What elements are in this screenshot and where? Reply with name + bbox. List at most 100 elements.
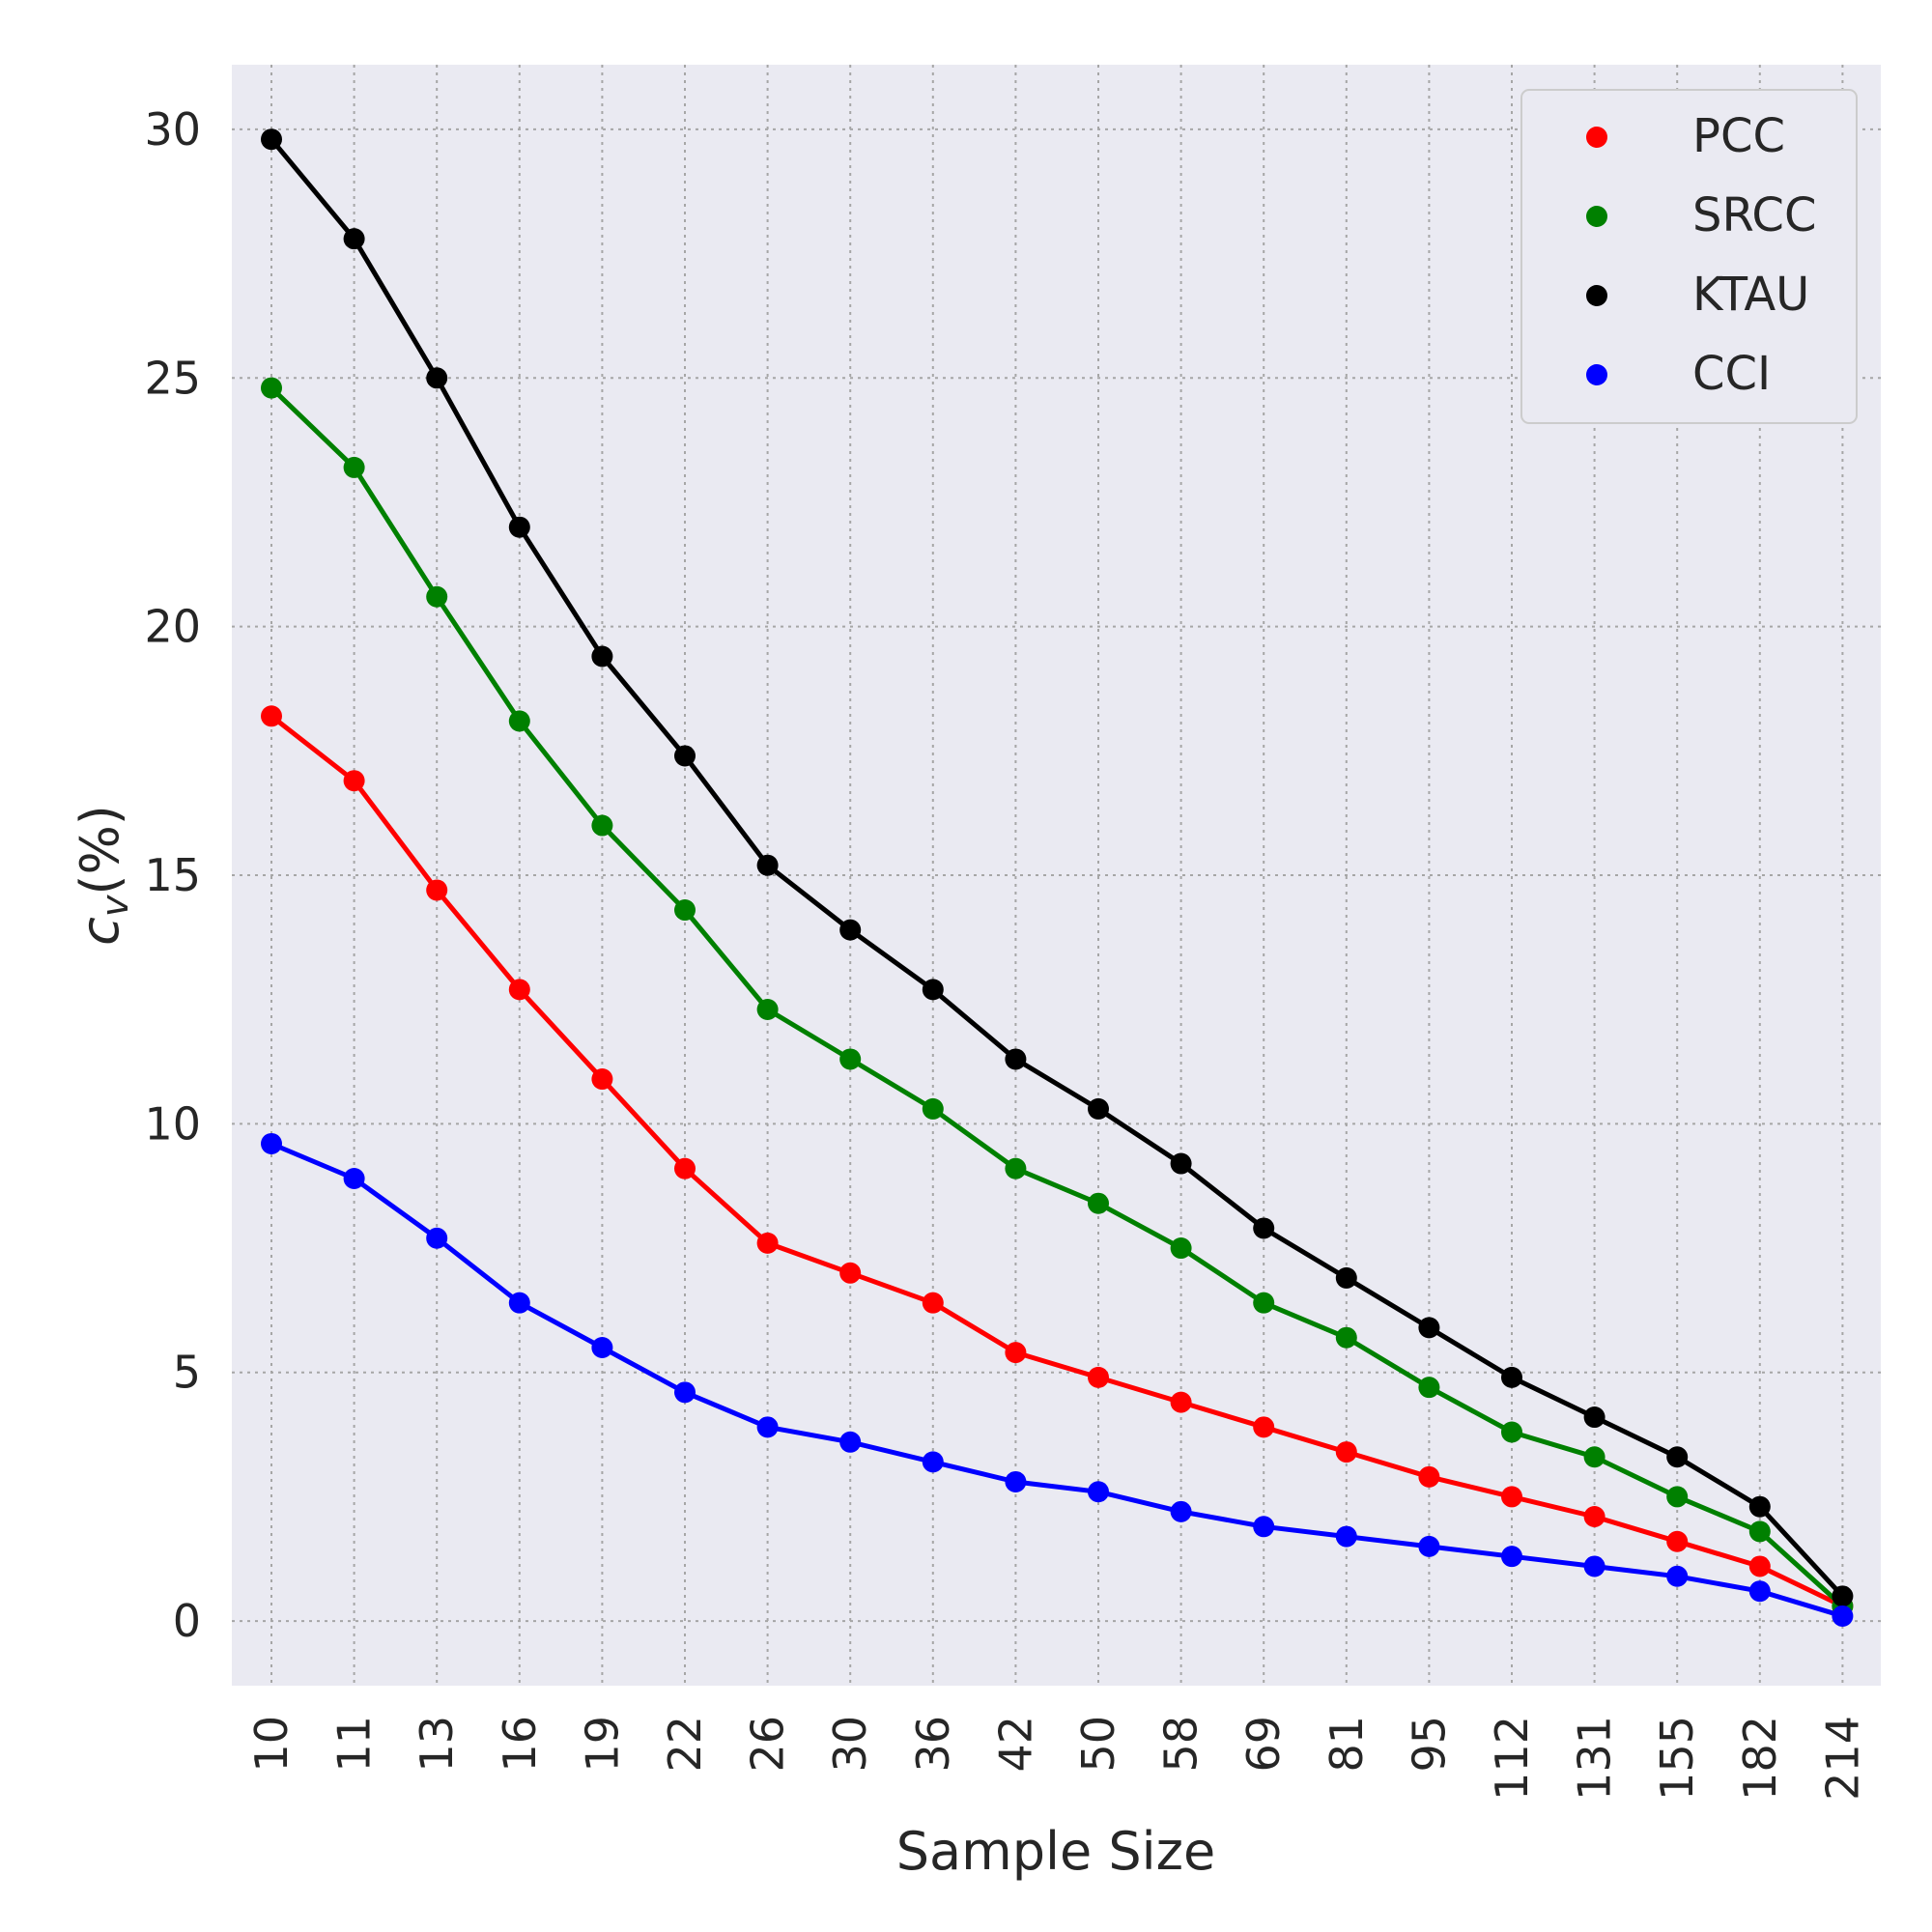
data-point-ktau-10	[261, 128, 282, 151]
data-point-ktau-13	[426, 367, 448, 389]
x-tick-label-58: 58	[1155, 1716, 1208, 1773]
x-tick-label-155: 155	[1651, 1716, 1703, 1801]
data-point-pcc-50	[1088, 1366, 1109, 1388]
data-point-ktau-95	[1418, 1317, 1440, 1339]
data-point-ktau-112	[1501, 1366, 1522, 1388]
series-lines	[270, 137, 1845, 1619]
data-point-cci-81	[1335, 1525, 1357, 1548]
x-tick-label-22: 22	[659, 1716, 711, 1773]
data-point-cci-26	[756, 1416, 779, 1438]
x-tick-label-95: 95	[1403, 1716, 1455, 1773]
data-point-pcc-36	[922, 1292, 944, 1314]
data-point-pcc-10	[261, 705, 282, 727]
data-point-cci-22	[674, 1381, 696, 1404]
data-point-ktau-26	[756, 854, 779, 876]
data-point-srcc-81	[1335, 1326, 1357, 1349]
legend-label-ktau: KTAU	[1692, 268, 1809, 322]
data-point-srcc-112	[1501, 1421, 1522, 1443]
y-axis-ticks: 0 5 10 15 20 25 30	[144, 103, 201, 1647]
legend-marker-cci	[1586, 364, 1607, 385]
data-point-srcc-95	[1418, 1377, 1440, 1399]
data-point-ktau-22	[674, 745, 696, 767]
data-point-cci-155	[1666, 1565, 1689, 1587]
data-point-srcc-155	[1666, 1486, 1689, 1508]
data-point-cci-10	[261, 1132, 282, 1154]
data-point-srcc-42	[1005, 1157, 1027, 1179]
data-point-cci-30	[839, 1431, 862, 1453]
data-point-ktau-155	[1666, 1446, 1689, 1468]
data-point-srcc-22	[674, 899, 696, 922]
x-tick-label-10: 10	[245, 1716, 298, 1773]
data-point-pcc-16	[508, 979, 530, 1001]
data-point-pcc-112	[1501, 1486, 1522, 1508]
data-point-pcc-11	[343, 770, 365, 792]
data-point-pcc-58	[1170, 1391, 1192, 1413]
data-point-pcc-30	[839, 1262, 862, 1284]
data-point-ktau-16	[508, 516, 530, 538]
y-axis-label-suffix: (%)	[70, 805, 130, 895]
data-point-cci-16	[508, 1292, 530, 1314]
y-tick-label-20: 20	[144, 601, 201, 653]
legend-box	[1520, 89, 1858, 424]
legend-marker-srcc	[1586, 206, 1607, 227]
x-tick-label-13: 13	[411, 1716, 463, 1773]
series-line-pcc	[270, 714, 1844, 1608]
data-point-cci-50	[1088, 1481, 1109, 1503]
data-point-srcc-10	[261, 377, 282, 399]
y-tick-label-30: 30	[144, 103, 201, 156]
data-point-ktau-11	[343, 228, 365, 250]
x-tick-label-36: 36	[907, 1716, 959, 1773]
data-point-cci-13	[426, 1227, 448, 1249]
data-point-srcc-13	[426, 585, 448, 608]
data-point-ktau-42	[1005, 1048, 1027, 1070]
data-point-cci-182	[1748, 1580, 1771, 1603]
data-point-srcc-50	[1088, 1192, 1109, 1214]
x-tick-label-11: 11	[328, 1716, 381, 1773]
data-point-srcc-30	[839, 1048, 862, 1070]
data-point-cci-112	[1501, 1546, 1522, 1568]
data-point-srcc-11	[343, 456, 365, 478]
data-point-srcc-182	[1748, 1520, 1771, 1543]
data-point-srcc-16	[508, 710, 530, 732]
data-point-srcc-36	[922, 1097, 944, 1120]
x-tick-label-16: 16	[494, 1716, 546, 1773]
data-point-pcc-155	[1666, 1530, 1689, 1552]
data-point-srcc-26	[756, 998, 779, 1020]
data-point-cci-42	[1005, 1470, 1027, 1492]
legend: PCC SRCC KTAU CCI	[1520, 89, 1858, 424]
series-line-cci	[270, 1141, 1844, 1619]
data-point-pcc-13	[426, 879, 448, 901]
x-tick-label-81: 81	[1321, 1716, 1373, 1773]
x-tick-label-112: 112	[1486, 1716, 1538, 1801]
legend-label-pcc: PCC	[1692, 109, 1785, 163]
y-axis-label-subscript: v	[94, 895, 136, 917]
data-point-ktau-50	[1088, 1097, 1109, 1120]
data-point-pcc-95	[1418, 1465, 1440, 1488]
y-axis-label: cv(%)	[70, 805, 136, 946]
y-tick-label-15: 15	[144, 849, 201, 901]
data-point-pcc-81	[1335, 1441, 1357, 1463]
x-tick-label-26: 26	[742, 1716, 794, 1773]
data-point-pcc-42	[1005, 1342, 1027, 1364]
legend-marker-pcc	[1586, 127, 1607, 148]
series-line-ktau	[270, 137, 1845, 1598]
legend-marker-ktau	[1586, 285, 1607, 306]
y-axis-label-main: c	[70, 917, 130, 946]
data-point-ktau-131	[1583, 1406, 1605, 1429]
data-point-cci-11	[343, 1167, 365, 1189]
data-point-cci-58	[1170, 1500, 1192, 1522]
x-tick-label-131: 131	[1569, 1716, 1621, 1801]
data-point-cci-36	[922, 1451, 944, 1473]
data-point-pcc-69	[1253, 1416, 1275, 1438]
x-tick-label-30: 30	[824, 1716, 876, 1773]
y-tick-label-5: 5	[173, 1347, 201, 1399]
data-point-pcc-131	[1583, 1505, 1605, 1527]
data-point-pcc-19	[591, 1068, 613, 1091]
legend-label-cci: CCI	[1692, 347, 1771, 401]
legend-label-srcc: SRCC	[1692, 188, 1816, 242]
data-point-cci-131	[1583, 1555, 1605, 1577]
x-tick-label-69: 69	[1237, 1716, 1290, 1773]
data-point-srcc-58	[1170, 1237, 1192, 1260]
data-point-ktau-19	[591, 645, 613, 668]
data-point-srcc-131	[1583, 1446, 1605, 1468]
